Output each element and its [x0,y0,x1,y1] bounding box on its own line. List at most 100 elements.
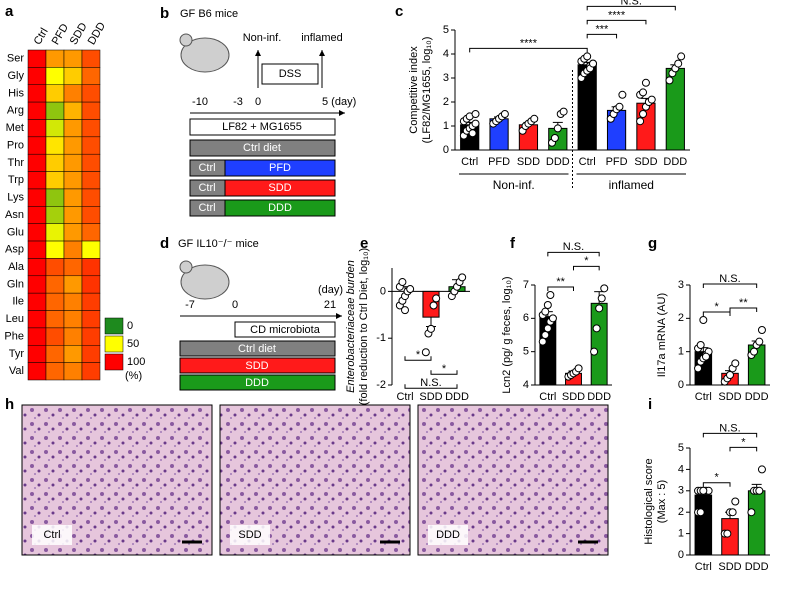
row-label: Arg [7,105,24,117]
heatmap-cell [27,136,47,155]
legend-swatch [104,335,124,353]
data-point [398,278,407,287]
row-label: Asn [5,209,24,221]
heatmap-cell [27,345,47,363]
x-tick-label: Ctrl [695,391,712,403]
legend-swatch [104,317,124,335]
y-tick-label: 3 [678,485,684,497]
heatmap-cell [45,67,65,85]
significance-label: *** [595,23,609,35]
column-label: DDD [86,20,108,47]
data-point [747,508,756,517]
data-point [583,52,592,61]
data-point [468,129,477,138]
data-point [696,341,705,349]
heatmap-cell [81,310,101,329]
x-tick-label: SDD [718,561,741,573]
data-point [757,326,766,334]
legend-swatch [104,353,124,371]
heatmap-cell [45,240,65,259]
heatmap-cell [27,240,47,259]
column-label: PFD [50,22,71,47]
heatmap-cell [45,136,65,155]
label-box [428,525,468,545]
y-tick-label: 3 [443,72,449,84]
heatmap-cell [27,223,47,242]
panel-letter: e [360,235,368,252]
significance-label: N.S. [420,377,441,389]
significance-bracket [430,370,458,375]
label: 0 [255,96,261,108]
significance-bracket [702,432,758,438]
x-tick-label: DDD [546,156,570,168]
legend-label: 100 [127,356,145,368]
x-tick-label: PFD [488,156,510,168]
image-label: DDD [436,529,460,541]
heatmap-cell [81,84,101,103]
heatmap-cell [27,310,47,329]
significance-bracket [469,47,588,53]
x-tick-label: SDD [562,391,585,403]
row-label: Tyr [9,348,25,360]
significance-bracket [404,356,432,361]
heatmap-cell [63,258,83,277]
data-point [757,465,766,474]
heatmap-cell [45,292,65,311]
x-tick-label: Ctrl [579,156,596,168]
label: 0 [232,299,238,311]
label: Non-inf. [243,32,282,44]
y-tick-label: -2 [376,379,386,391]
y-tick-label: 1 [678,528,684,540]
heatmap-cell [63,67,83,85]
panel-letter: i [648,396,652,413]
data-point [696,508,705,517]
row-label: Met [6,122,24,134]
heatmap-cell [63,136,83,155]
y-tick-label: 6 [523,312,529,324]
bar [590,302,608,386]
heatmap-cell [63,49,83,68]
label: inflamed [301,32,343,44]
data-point [639,88,648,97]
heatmap-cell [45,206,65,224]
mouse-icon [180,264,230,300]
label: -7 [185,299,195,311]
significance-label: **** [520,37,538,49]
data-point [728,508,737,517]
y-tick-label: 1 [443,120,449,132]
significance-label: * [442,363,447,375]
row-label: Ala [8,261,25,273]
data-point [427,324,435,333]
label-box [32,525,72,545]
y-tick-label: 4 [443,48,449,60]
mouse-icon [180,37,230,73]
y-tick-label: 0 [678,379,684,391]
heatmap-cell [27,275,47,294]
heatmap-cell [81,206,101,224]
data-point [530,114,539,123]
label: -10 [192,96,208,108]
group-label: Non-inf. [493,178,535,192]
heatmap-cell [27,188,47,207]
panel-letter: h [5,396,14,413]
heatmap-cell [81,153,101,172]
data-point [665,76,674,85]
panel-letter: c [395,3,403,20]
box [179,374,336,391]
heatmap-cell [63,275,83,294]
heatmap-cell [81,119,101,138]
data-point [694,364,703,373]
heatmap-cell [45,223,65,242]
heatmap-cell [81,223,101,242]
panel-letter: d [160,235,169,252]
heatmap-cell [63,345,83,363]
panel-letter: f [510,235,516,252]
heatmap-cell [45,327,65,346]
heatmap-cell [63,188,83,207]
significance-label: N.S. [719,422,740,434]
data-point [641,78,650,87]
heatmap-cell [81,240,101,259]
significance-label: * [741,436,746,448]
data-point [647,95,656,104]
